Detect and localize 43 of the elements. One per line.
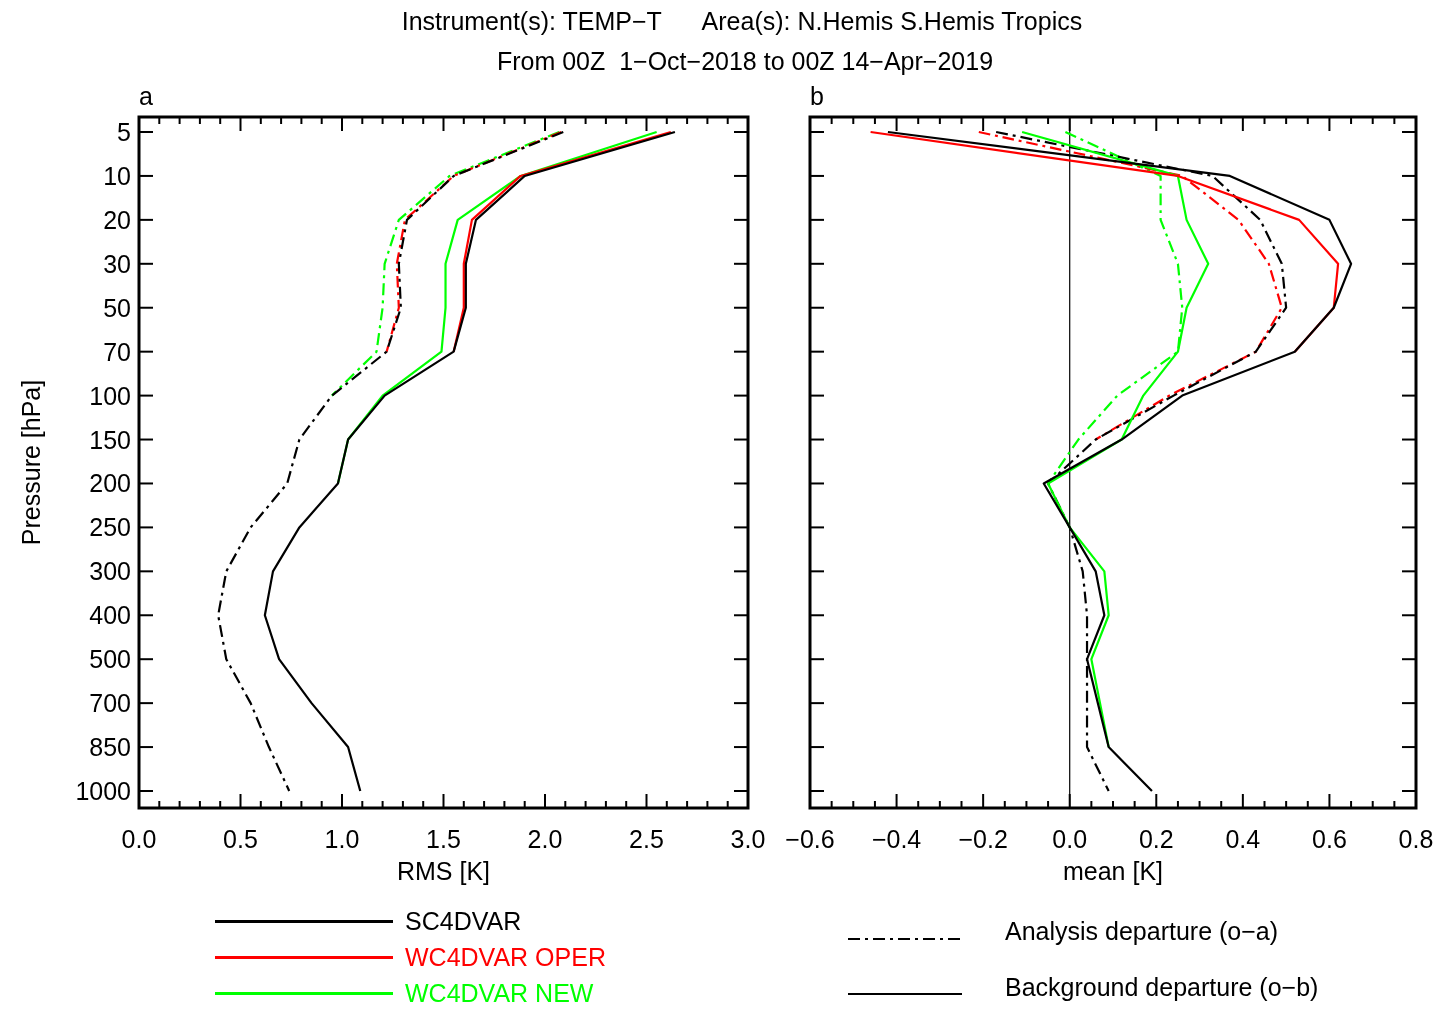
y-tick-label: 30 xyxy=(103,249,131,278)
y-tick-label: 70 xyxy=(103,337,131,366)
x-tick-label: 0.0 xyxy=(121,825,157,853)
y-tick-label: 150 xyxy=(89,425,131,454)
x-tick-label: 0.5 xyxy=(223,825,258,853)
y-tick-label: 250 xyxy=(89,513,131,542)
x-tick-label: 0.6 xyxy=(1312,825,1347,853)
text: Background departure (o−b) xyxy=(1005,973,1319,1001)
x-tick-label: −0.2 xyxy=(958,825,1008,853)
y-tick-label: 5 xyxy=(117,118,131,146)
x-tick-label: 0.8 xyxy=(1398,825,1434,853)
y-tick-label: 300 xyxy=(89,557,131,586)
text: WC4DVAR OPER xyxy=(405,943,606,971)
y-tick-label: 10 xyxy=(103,161,131,190)
y-tick-label: 700 xyxy=(89,689,131,718)
chart-subtitle: From 00Z 1−Oct−2018 to 00Z 14−Apr−2019 xyxy=(496,47,994,75)
y-tick-label: 100 xyxy=(89,381,131,410)
x-tick-label: 1.0 xyxy=(324,825,360,853)
text: WC4DVAR NEW xyxy=(405,979,594,1007)
y-tick-label: 850 xyxy=(89,733,131,762)
x-axis-title: mean [K] xyxy=(1062,857,1164,885)
x-tick-label: 2.0 xyxy=(527,825,563,853)
text: a xyxy=(139,82,153,110)
x-tick-label: 0.4 xyxy=(1225,825,1261,853)
text: b xyxy=(810,82,824,110)
x-tick-label: 0.0 xyxy=(1052,825,1088,853)
y-tick-label: 400 xyxy=(89,601,131,630)
x-tick-label: −0.6 xyxy=(785,825,835,853)
y-axis-title: Pressure [hPa] xyxy=(17,379,45,546)
y-tick-label: 20 xyxy=(103,205,131,234)
y-tick-label: 1000 xyxy=(75,777,131,805)
chart-title: Instrument(s): TEMP−T Area(s): N.Hemis S.Hemis Tropics xyxy=(401,7,1083,35)
y-tick-label: 50 xyxy=(103,293,131,322)
x-tick-label: 0.2 xyxy=(1138,825,1174,853)
x-tick-label: 1.5 xyxy=(426,825,461,853)
x-axis-title: RMS [K] xyxy=(396,857,491,885)
y-tick-label: 500 xyxy=(89,645,131,674)
x-tick-label: 2.5 xyxy=(629,825,664,853)
x-tick-label: −0.4 xyxy=(871,825,922,853)
text: SC4DVAR xyxy=(405,907,522,935)
text: Analysis departure (o−a) xyxy=(1005,917,1279,945)
x-tick-label: 3.0 xyxy=(730,825,766,853)
y-tick-label: 200 xyxy=(89,469,131,498)
